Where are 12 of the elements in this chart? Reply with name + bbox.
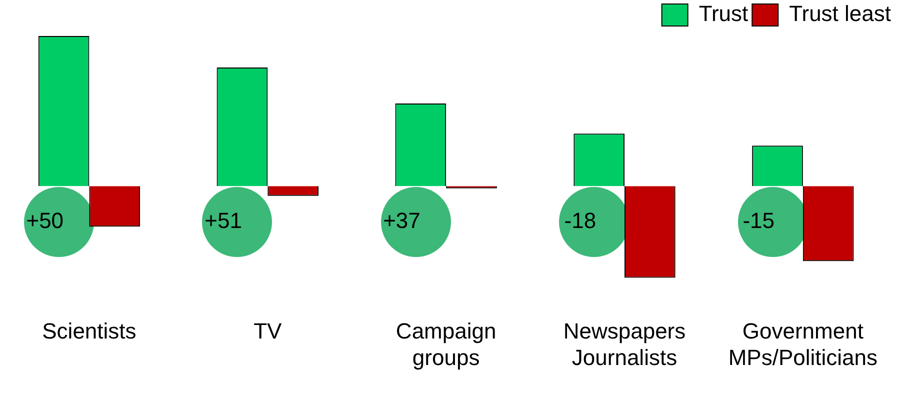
x-tick-label: Scientists	[42, 318, 136, 344]
annotation: -18	[564, 208, 596, 234]
x-tick-label: Campaign groups	[396, 318, 496, 370]
annotation: +37	[383, 208, 420, 234]
x-tick-label: Newspapers Journalists	[563, 318, 686, 370]
legend-label: Trust	[698, 1, 748, 26]
annotation: +50	[26, 208, 64, 234]
annotation: -15	[742, 208, 774, 234]
x-tick-label: TV	[254, 318, 282, 344]
x-tick-label: Government MPs/Politicians	[728, 318, 878, 370]
annotation: +51	[204, 208, 242, 234]
legend-label: Trust least	[789, 1, 892, 26]
